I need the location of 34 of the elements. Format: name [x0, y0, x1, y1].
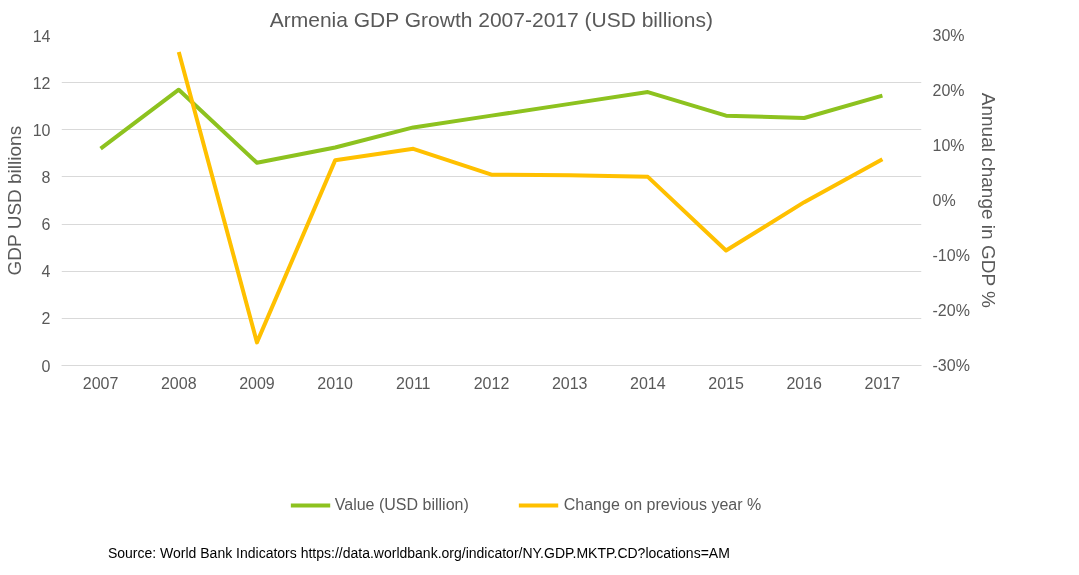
y2-tick-label: 0%	[932, 192, 956, 209]
y2-tick-label: -10%	[932, 247, 970, 264]
x-tick-label: 2014	[630, 374, 666, 392]
line-series	[176, 50, 885, 345]
y2-tick-label: -30%	[932, 357, 970, 374]
y2-tick-label: 10%	[932, 137, 965, 154]
y2-tick-label: 30%	[932, 27, 965, 44]
x-tick-label: 2010	[317, 374, 354, 392]
x-tick-label: 2012	[473, 374, 510, 392]
x-tick-label: 2015	[708, 374, 744, 392]
y-tick-label: 12	[32, 74, 51, 92]
x-tick-label: 2011	[396, 374, 431, 392]
y-tick-label: 8	[41, 168, 51, 186]
x-tick-label: 2009	[239, 374, 275, 392]
x-tick-label: 2008	[160, 374, 197, 392]
y-axis-title: GDP USD billions	[3, 125, 25, 276]
x-tick-label: 2007	[82, 374, 119, 392]
y-tick-label: 0	[41, 357, 51, 375]
y-tick-label: 2	[41, 310, 51, 328]
x-tick-label: 2017	[864, 374, 901, 392]
source-note: Source: World Bank Indicators https://data.worldbank.org/indicator/NY.GDP.MKTP.CD?locations=AM	[107, 544, 730, 561]
chart-title: Armenia GDP Growth 2007-2017 (USD billions)	[269, 7, 713, 31]
y-tick-label: 14	[32, 27, 51, 45]
legend-label: Value (USD billion)	[334, 496, 469, 514]
line-series	[98, 87, 885, 165]
y2-tick-label: -20%	[932, 302, 970, 319]
y-tick-label: 6	[41, 216, 51, 234]
y-tick-label: 4	[41, 263, 51, 281]
y2-axis-title: Annual change in GDP %	[977, 92, 999, 308]
y-tick-label: 10	[32, 121, 51, 139]
y2-tick-label: 20%	[932, 82, 965, 99]
x-tick-label: 2013	[551, 374, 588, 392]
legend-label: Change on previous year %	[563, 496, 762, 514]
x-tick-label: 2016	[786, 374, 823, 392]
